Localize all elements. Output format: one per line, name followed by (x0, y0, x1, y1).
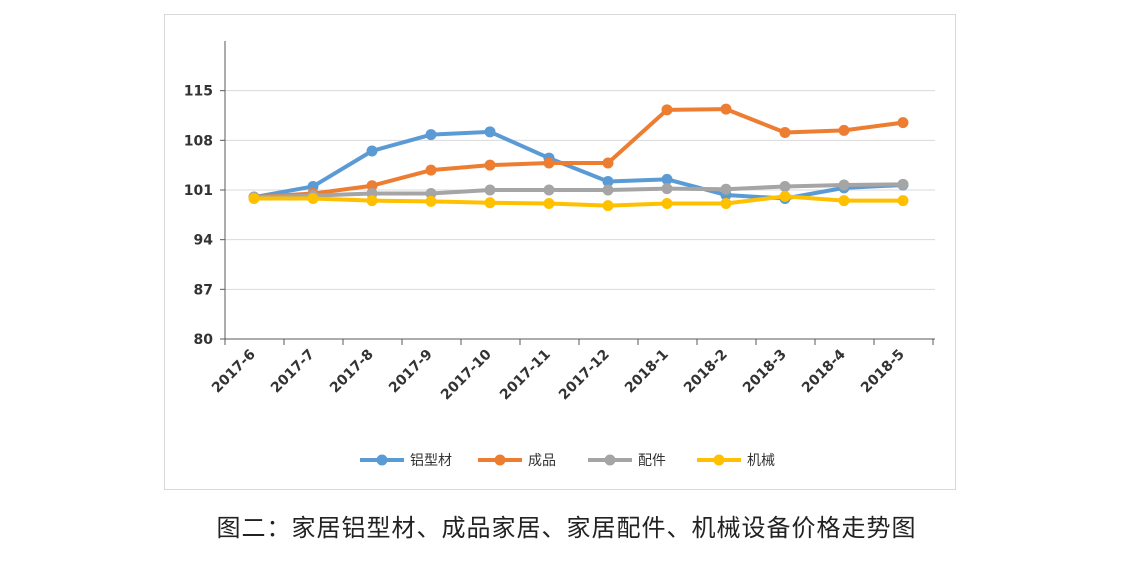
x-tick-label: 2018-5 (858, 347, 908, 397)
x-tick-label: 2017-11 (497, 347, 554, 404)
data-point (720, 103, 732, 115)
data-point (838, 179, 850, 191)
legend-swatch-marker (494, 454, 506, 466)
x-tick-label: 2017-7 (268, 347, 318, 397)
data-point (602, 200, 614, 212)
x-tick-label: 2017-12 (556, 347, 613, 404)
data-point (838, 195, 850, 207)
legend-swatch-marker (376, 454, 388, 466)
y-tick-label: 108 (184, 133, 213, 149)
x-tick-label: 2018-2 (681, 347, 731, 397)
y-tick-label: 94 (194, 233, 214, 249)
series-line-3 (252, 194, 905, 208)
data-point (425, 164, 437, 176)
data-point (779, 180, 791, 192)
data-point (484, 126, 496, 138)
data-point (484, 159, 496, 171)
data-point (838, 124, 850, 136)
legend-label: 铝型材 (410, 453, 452, 469)
data-point (661, 197, 673, 209)
legend-swatch-marker (713, 454, 725, 466)
y-tick-label: 87 (194, 282, 213, 298)
legend-label: 成品 (528, 453, 556, 469)
chart-frame: 80 87 94 101 108 115 2017-6 2017-7 2017-8 2017-9 2… (164, 14, 956, 490)
y-tick-label: 115 (184, 84, 213, 100)
data-point (720, 197, 732, 209)
x-tick-label: 2018-1 (622, 347, 672, 397)
data-point (779, 190, 791, 202)
data-point (661, 104, 673, 116)
data-point (602, 184, 614, 196)
legend-label: 机械 (747, 453, 775, 469)
data-point (484, 184, 496, 196)
data-point (720, 183, 732, 195)
data-point (543, 157, 555, 169)
data-point (425, 195, 437, 207)
data-point (307, 193, 319, 205)
data-point (602, 157, 614, 169)
data-point (779, 127, 791, 139)
data-point (543, 197, 555, 209)
data-point (425, 129, 437, 141)
data-point (366, 180, 378, 192)
x-tick-label: 2017-6 (209, 347, 259, 397)
data-point (366, 195, 378, 207)
legend-swatch-marker (604, 454, 616, 466)
x-tick-label: 2018-3 (740, 347, 790, 397)
data-point (248, 193, 260, 205)
series-line-2 (252, 182, 905, 200)
y-tick-label: 101 (184, 183, 213, 199)
data-point (543, 184, 555, 196)
data-point (425, 188, 437, 200)
series-line-1 (252, 107, 905, 200)
x-tick-label: 2017-9 (386, 347, 436, 397)
data-point (897, 117, 909, 129)
y-tick-label: 80 (194, 332, 214, 348)
series-lines (248, 103, 909, 212)
x-tick-label: 2017-10 (438, 346, 495, 403)
legend: 铝型材 成品 配件 机械 (360, 453, 775, 469)
figure-caption: 图二：家居铝型材、成品家居、家居配件、机械设备价格走势图 (216, 514, 917, 542)
data-point (897, 178, 909, 190)
data-point (661, 173, 673, 185)
data-point (897, 195, 909, 207)
x-tick-label: 2017-8 (327, 347, 377, 397)
x-tick-label: 2018-4 (799, 346, 849, 396)
legend-label: 配件 (638, 453, 666, 469)
data-point (484, 197, 496, 209)
data-point (661, 183, 673, 195)
data-point (602, 175, 614, 187)
data-point (366, 145, 378, 157)
